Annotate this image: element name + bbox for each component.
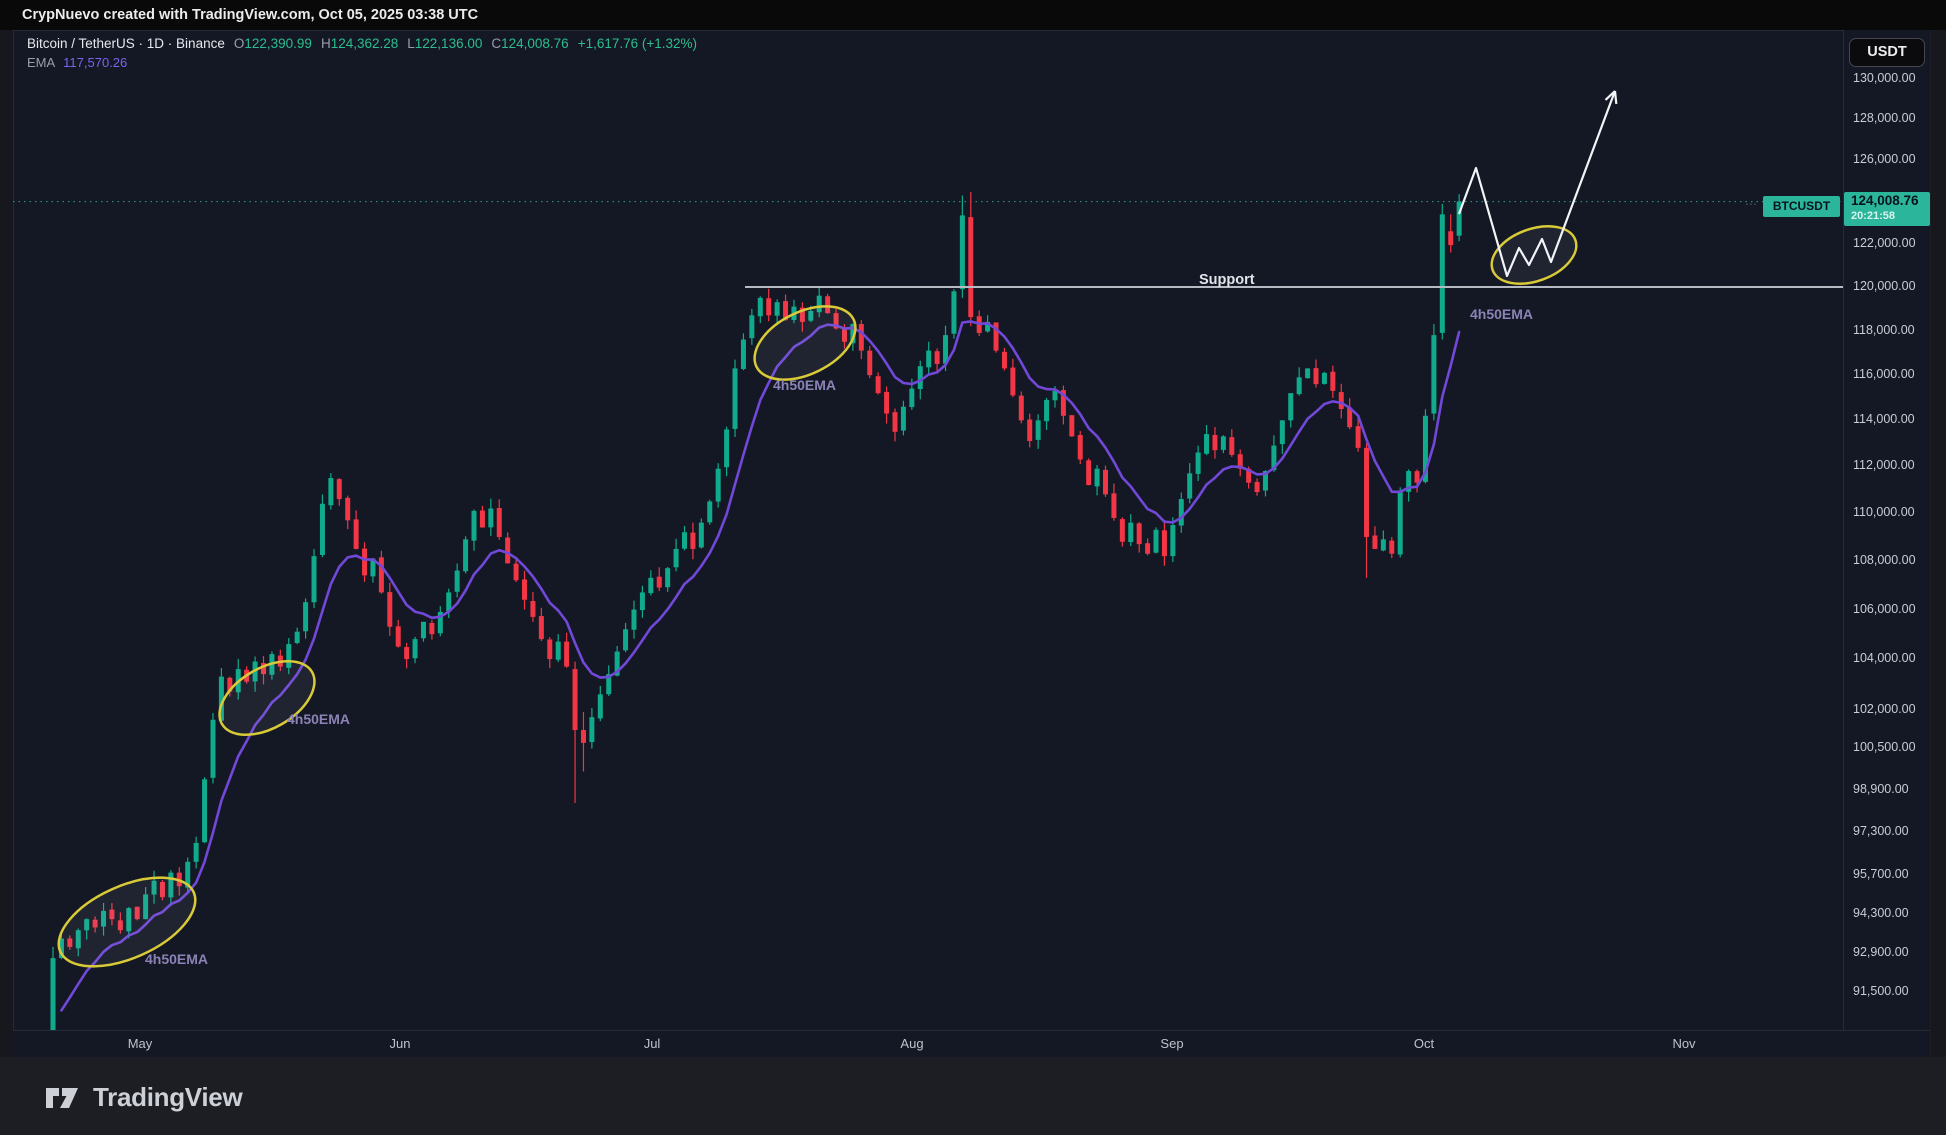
price-tick: 110,000.00 — [1853, 505, 1915, 520]
attribution-text: CrypNuevo created with TradingView.com, … — [22, 7, 479, 23]
price-tick: 116,000.00 — [1853, 367, 1915, 382]
change-value: +1,617.76 (+1.32%) — [577, 36, 698, 51]
month-label-sep: Sep — [1160, 1036, 1184, 1051]
symbol-title[interactable]: Bitcoin / TetherUS · 1D · Binance — [27, 36, 225, 51]
left-margin — [0, 30, 13, 1057]
month-label-nov: Nov — [1672, 1036, 1696, 1051]
price-tick: 112,000.00 — [1853, 458, 1915, 473]
ema-legend-row[interactable]: EMA 117,570.26 — [27, 55, 697, 70]
current-price-value: 124,008.76 — [1851, 193, 1919, 208]
arrowhead — [1604, 90, 1616, 101]
price-tick: 118,000.00 — [1853, 322, 1915, 337]
price-tick: 98,900.00 — [1853, 781, 1909, 796]
highlight-ellipse-2 — [218, 659, 316, 737]
price-tick: 106,000.00 — [1853, 601, 1916, 616]
ema-indicator-value: 117,570.26 — [63, 55, 128, 70]
time-axis[interactable]: May Jun Jul Aug Sep Oct Nov — [13, 1030, 1930, 1057]
price-tick: 122,000.00 — [1853, 236, 1916, 251]
price-tick: 114,000.00 — [1853, 412, 1915, 427]
month-label-jul: Jul — [643, 1036, 661, 1051]
price-tick: 97,300.00 — [1853, 824, 1909, 839]
highlight-ellipse-1 — [57, 876, 197, 968]
price-label-menu-dots-icon[interactable]: ⋯ — [1745, 197, 1758, 211]
price-tick: 128,000.00 — [1853, 111, 1916, 126]
price-tick: 126,000.00 — [1853, 152, 1916, 167]
low-value: L122,136.00 — [407, 36, 483, 51]
price-tick: 95,700.00 — [1853, 867, 1909, 882]
tradingview-logo-text: TradingView — [93, 1082, 243, 1112]
price-tick: 102,000.00 — [1853, 701, 1916, 716]
price-tick: 100,500.00 — [1853, 740, 1916, 755]
price-tick: 120,000.00 — [1853, 279, 1916, 293]
right-margin — [1931, 30, 1946, 1057]
support-label: Support — [1199, 272, 1255, 288]
current-price-label: 124,008.76 20:21:58 — [1844, 192, 1930, 226]
close-value: C124,008.76 — [491, 36, 569, 51]
price-tick: 94,300.00 — [1853, 905, 1909, 920]
ema-annotation-2: 4h50EMA — [287, 711, 350, 727]
price-tick: 91,500.00 — [1853, 983, 1909, 998]
candles — [50, 191, 1462, 1030]
month-label-jun: Jun — [389, 1036, 411, 1051]
tradingview-mark-icon — [46, 1087, 78, 1108]
ema-annotation-3: 4h50EMA — [773, 377, 836, 393]
ema-indicator-label[interactable]: EMA — [27, 55, 56, 70]
highlight-ellipse-3 — [753, 305, 857, 381]
month-label-oct: Oct — [1413, 1036, 1435, 1051]
arrowhead — [1613, 90, 1618, 105]
price-axis[interactable]: 130,000.00 128,000.00 126,000.00 122,000.00… — [1843, 30, 1930, 1057]
currency-toggle-button[interactable]: USDT — [1849, 38, 1925, 67]
attribution-bar: CrypNuevo created with TradingView.com, … — [0, 0, 1946, 30]
ema-annotation-1: 4h50EMA — [145, 951, 208, 967]
ema-line — [60, 320, 1461, 1012]
price-tick: 108,000.00 — [1853, 552, 1916, 567]
projection-arrow — [1457, 90, 1617, 278]
symbol-price-flag: BTCUSDT — [1763, 196, 1840, 217]
price-tick: 130,000.00 — [1853, 70, 1916, 85]
ema-annotation-4: 4h50EMA — [1470, 306, 1533, 322]
month-label-aug: Aug — [900, 1036, 924, 1051]
price-tick: 104,000.00 — [1853, 651, 1916, 666]
price-tick: 92,900.00 — [1853, 944, 1909, 959]
candlestick-plot[interactable]: Support 4h50EMA 4h50EMA 4h50EMA 4h50EMA — [13, 30, 1843, 1030]
chart-legend: Bitcoin / TetherUS · 1D · Binance O122,3… — [27, 36, 697, 70]
tradingview-logo[interactable]: TradingView — [45, 1082, 243, 1113]
month-label-may: May — [127, 1036, 153, 1051]
bar-countdown: 20:21:58 — [1851, 210, 1896, 222]
open-value: O122,390.99 — [233, 36, 312, 51]
high-value: H124,362.28 — [320, 36, 399, 51]
